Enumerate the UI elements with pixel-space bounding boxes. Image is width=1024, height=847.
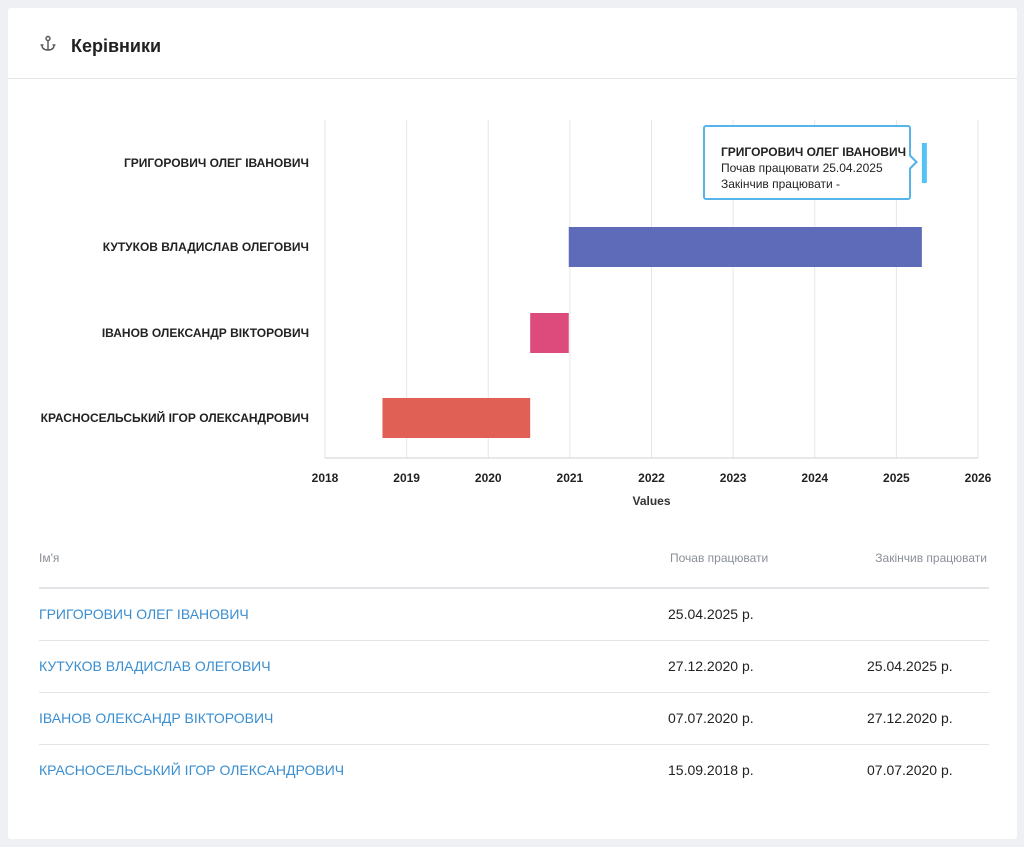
x-tick-label: 2019 bbox=[393, 471, 420, 485]
header-end[interactable]: Закінчив працювати bbox=[875, 551, 987, 565]
person-link[interactable]: ІВАНОВ ОЛЕКСАНДР ВІКТОРОВИЧ bbox=[39, 710, 274, 726]
gantt-chart: 2018 2019 2020 2021 2022 2023 2024 2025 2026 Valu… bbox=[41, 120, 992, 508]
gantt-bar bbox=[530, 313, 569, 353]
table-header-row: Ім'я Почав працювати Закінчив працювати bbox=[39, 540, 989, 589]
y-category-label: ІВАНОВ ОЛЕКСАНДР ВІКТОРОВИЧ bbox=[102, 326, 309, 340]
x-tick-label: 2023 bbox=[720, 471, 747, 485]
tooltip-title: ГРИГОРОВИЧ ОЛЕГ ІВАНОВИЧ bbox=[721, 145, 907, 159]
y-category-label: КУТУКОВ ВЛАДИСЛАВ ОЛЕГОВИЧ bbox=[103, 240, 309, 254]
gantt-bar bbox=[382, 398, 531, 438]
x-tick-label: 2021 bbox=[557, 471, 584, 485]
person-link[interactable]: КУТУКОВ ВЛАДИСЛАВ ОЛЕГОВИЧ bbox=[39, 658, 271, 674]
card-title: Керівники bbox=[71, 36, 162, 56]
x-tick-label: 2024 bbox=[801, 471, 828, 485]
table-row: КУТУКОВ ВЛАДИСЛАВ ОЛЕГОВИЧ 27.12.2020 р.… bbox=[39, 641, 989, 693]
table-row: ІВАНОВ ОЛЕКСАНДР ВІКТОРОВИЧ 07.07.2020 р… bbox=[39, 693, 989, 745]
chart-tooltip: ГРИГОРОВИЧ ОЛЕГ ІВАНОВИЧ Почав працювати… bbox=[703, 125, 911, 200]
person-link[interactable]: КРАСНОСЕЛЬСЬКИЙ ІГОР ОЛЕКСАНДРОВИЧ bbox=[39, 762, 345, 778]
person-link[interactable]: ГРИГОРОВИЧ ОЛЕГ ІВАНОВИЧ bbox=[39, 606, 249, 622]
table-row: КРАСНОСЕЛЬСЬКИЙ ІГОР ОЛЕКСАНДРОВИЧ 15.09… bbox=[39, 745, 989, 796]
x-tick-label: 2022 bbox=[638, 471, 665, 485]
start-date: 15.09.2018 р. bbox=[668, 762, 754, 778]
tooltip-end: Закінчив працювати - bbox=[721, 177, 841, 191]
tooltip-start: Почав працювати 25.04.2025 bbox=[721, 161, 883, 175]
managers-table: Ім'я Почав працювати Закінчив працювати … bbox=[39, 540, 989, 796]
gantt-bar bbox=[568, 227, 922, 267]
card-header: Керівники bbox=[8, 8, 1017, 79]
x-tick-label: 2026 bbox=[965, 471, 992, 485]
y-category-label: КРАСНОСЕЛЬСЬКИЙ ІГОР ОЛЕКСАНДРОВИЧ bbox=[41, 410, 309, 425]
start-date: 25.04.2025 р. bbox=[668, 606, 754, 622]
end-date: 27.12.2020 р. bbox=[867, 710, 953, 726]
x-tick-label: 2018 bbox=[312, 471, 339, 485]
x-tick-label: 2020 bbox=[475, 471, 502, 485]
table-row: ГРИГОРОВИЧ ОЛЕГ ІВАНОВИЧ 25.04.2025 р. bbox=[39, 589, 989, 641]
header-start[interactable]: Почав працювати bbox=[670, 551, 769, 565]
start-date: 07.07.2020 р. bbox=[668, 710, 754, 726]
x-axis-title: Values bbox=[632, 494, 670, 508]
end-date: 07.07.2020 р. bbox=[867, 762, 953, 778]
start-date: 27.12.2020 р. bbox=[668, 658, 754, 674]
end-date: 25.04.2025 р. bbox=[867, 658, 953, 674]
tooltip-arrow-inner bbox=[909, 156, 915, 168]
anchor-icon bbox=[40, 35, 56, 51]
y-category-label: ГРИГОРОВИЧ ОЛЕГ ІВАНОВИЧ bbox=[124, 156, 309, 170]
header-name[interactable]: Ім'я bbox=[39, 551, 60, 565]
x-tick-label: 2025 bbox=[883, 471, 910, 485]
gantt-bar bbox=[921, 143, 927, 183]
